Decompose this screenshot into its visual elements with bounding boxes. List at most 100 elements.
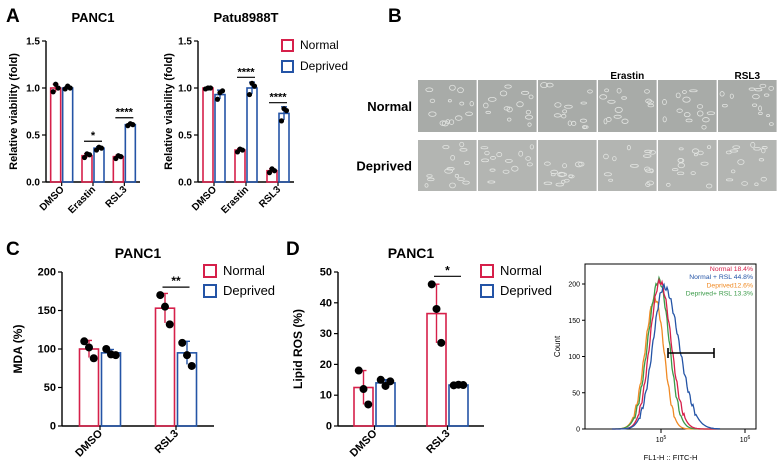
micro-cell bbox=[449, 182, 456, 189]
data-point bbox=[50, 89, 56, 95]
micro-column-label: RSL3 bbox=[735, 71, 761, 82]
data-point bbox=[80, 337, 89, 346]
micro-cell bbox=[485, 110, 492, 114]
flow-x-tick-label: 106 bbox=[740, 435, 751, 444]
data-point bbox=[251, 83, 258, 89]
micro-cell bbox=[768, 85, 774, 91]
y-tick-label: 0.5 bbox=[26, 131, 40, 142]
data-point bbox=[86, 152, 93, 158]
bar bbox=[124, 123, 137, 183]
y-tick-label: 40 bbox=[320, 297, 332, 309]
micro-cell bbox=[608, 178, 614, 182]
micro-cell bbox=[504, 158, 513, 163]
bar bbox=[278, 112, 290, 183]
legend-swatch-deprived bbox=[203, 284, 217, 298]
micro-cell bbox=[732, 145, 741, 150]
micro-cell bbox=[685, 118, 693, 123]
bar bbox=[214, 93, 226, 183]
micro-cell bbox=[644, 89, 650, 94]
micro-cell bbox=[754, 182, 759, 187]
legend-label-deprived: Deprived bbox=[300, 59, 348, 73]
micro-cell bbox=[691, 148, 700, 154]
data-point bbox=[118, 154, 124, 160]
data-point bbox=[437, 338, 446, 347]
micro-cell bbox=[579, 118, 588, 123]
micro-cell bbox=[526, 162, 533, 167]
micro-cell bbox=[428, 111, 437, 117]
micro-cell bbox=[499, 90, 508, 97]
micro-row-label: Normal bbox=[367, 99, 412, 114]
micro-cell bbox=[441, 120, 449, 127]
micro-image-tile bbox=[658, 80, 717, 132]
data-point bbox=[130, 122, 136, 128]
micro-cell bbox=[459, 101, 465, 106]
significance-label: * bbox=[91, 130, 96, 142]
micro-cell bbox=[645, 182, 651, 187]
micro-cell bbox=[545, 82, 554, 88]
micro-cell bbox=[737, 159, 745, 165]
data-point bbox=[178, 338, 187, 347]
micro-cell bbox=[760, 176, 767, 182]
micro-cell bbox=[544, 161, 551, 166]
bar bbox=[234, 149, 246, 183]
micro-cell bbox=[503, 106, 511, 111]
flow-y-tick-label: 100 bbox=[568, 354, 580, 361]
micro-cell bbox=[677, 171, 685, 176]
micro-cell bbox=[730, 169, 736, 174]
micro-cell bbox=[484, 150, 490, 156]
data-point bbox=[98, 145, 105, 151]
micro-cell bbox=[459, 148, 468, 152]
micro-cell bbox=[689, 89, 698, 93]
micro-cell bbox=[676, 108, 683, 113]
micro-cell bbox=[719, 91, 725, 97]
micro-cell bbox=[607, 99, 616, 104]
flow-histogram-curve bbox=[612, 294, 720, 430]
data-point bbox=[354, 366, 363, 375]
micro-cell bbox=[697, 110, 704, 117]
micro-cell bbox=[580, 101, 587, 105]
data-point bbox=[55, 85, 61, 91]
micro-cell bbox=[462, 180, 470, 185]
y-tick-label: 100 bbox=[38, 344, 56, 356]
legend-panel-d: Normal Deprived bbox=[480, 263, 552, 298]
micro-cell bbox=[766, 114, 771, 117]
micro-cell bbox=[682, 90, 687, 94]
significance-label: ** bbox=[171, 274, 181, 288]
y-tick-label: 0.5 bbox=[178, 131, 192, 142]
micro-cell bbox=[700, 161, 709, 166]
flow-x-tick-label: 105 bbox=[656, 435, 667, 444]
bar bbox=[61, 87, 74, 183]
micro-cell bbox=[442, 144, 450, 150]
micro-cell bbox=[483, 102, 489, 109]
micro-cell bbox=[560, 179, 566, 184]
micro-cell bbox=[753, 147, 761, 151]
micro-cell bbox=[729, 93, 734, 99]
micro-cell bbox=[662, 99, 667, 106]
x-tick-label: DMSO bbox=[190, 184, 219, 213]
y-tick-label: 0 bbox=[326, 421, 332, 433]
micro-cell bbox=[463, 160, 470, 165]
micro-cell bbox=[649, 168, 654, 174]
flow-y-tick-label: 50 bbox=[572, 390, 580, 397]
legend-swatch-deprived bbox=[281, 60, 294, 73]
micro-cell bbox=[427, 177, 435, 182]
micro-cell bbox=[750, 141, 756, 148]
data-point bbox=[271, 168, 278, 174]
micro-cell bbox=[555, 182, 564, 187]
micro-cell bbox=[725, 150, 732, 155]
micro-cell bbox=[489, 168, 496, 172]
micro-cell bbox=[528, 94, 534, 100]
chart-panc1-mda: PANC1 0 50 100 150 200 MDA (%) DMSO RSL3 ** bbox=[11, 245, 214, 459]
micro-cell bbox=[582, 125, 587, 130]
y-tick-label: 1.0 bbox=[178, 84, 192, 95]
micro-cell bbox=[520, 90, 530, 95]
micro-cell bbox=[543, 181, 553, 185]
micro-cell bbox=[480, 146, 489, 150]
micro-cell bbox=[682, 96, 691, 103]
micro-cell bbox=[646, 100, 654, 105]
micro-cell bbox=[481, 158, 490, 163]
y-axis-label: Relative viability (fold) bbox=[163, 53, 175, 170]
micro-cell bbox=[603, 172, 612, 177]
micro-cell bbox=[763, 93, 770, 97]
micro-cell bbox=[646, 180, 654, 186]
